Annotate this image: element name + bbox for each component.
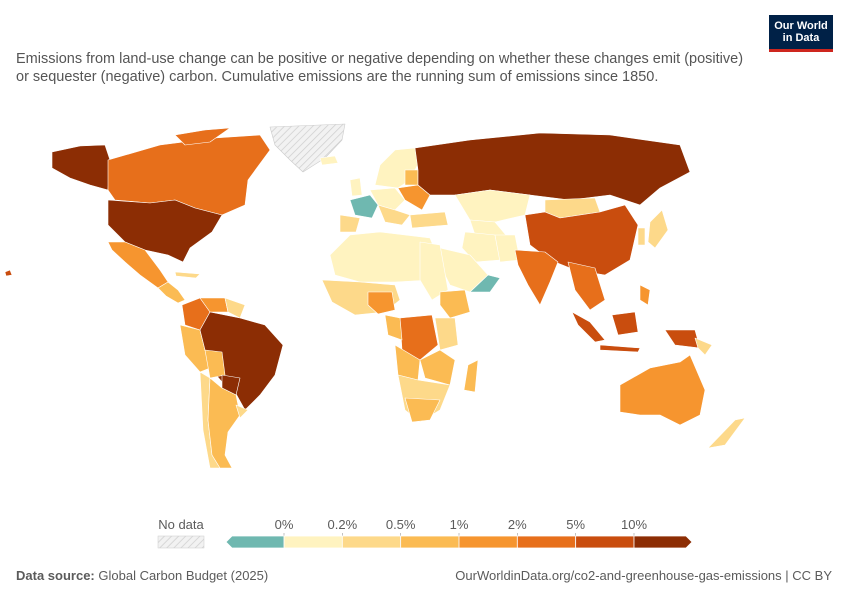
region-mainland-se-asia[interactable] (567, 261, 606, 311)
region-indonesia-sumatra[interactable] (571, 311, 606, 343)
region-india[interactable] (514, 249, 559, 306)
region-korea[interactable] (637, 227, 646, 246)
chart-subtitle: Emissions from land-use change can be po… (16, 51, 744, 85)
world-map (4, 123, 746, 469)
region-uk[interactable] (349, 177, 363, 197)
region-italy-balkans[interactable] (377, 204, 411, 226)
legend-swatch-2[interactable] (341, 535, 402, 549)
region-oman[interactable] (469, 274, 501, 293)
owid-logo[interactable]: Our World in Data (769, 15, 833, 52)
source-value[interactable]: Global Carbon Budget (2025) (98, 568, 269, 583)
legend-tick-label: 0% (275, 517, 294, 532)
legend-tick-label: 0.5% (386, 517, 416, 532)
source-label: Data source: (16, 568, 95, 583)
region-png-east[interactable] (694, 337, 713, 356)
legend-swatch-3[interactable] (400, 535, 460, 549)
footer-url[interactable]: OurWorldinData.org/co2-and-greenhouse-ga… (455, 568, 832, 583)
legend-no-data-label: No data (158, 517, 204, 532)
region-drc[interactable] (399, 314, 439, 361)
region-madagascar[interactable] (463, 359, 479, 393)
region-java[interactable] (599, 344, 641, 353)
region-new-zealand[interactable] (707, 417, 746, 449)
legend-tick-label: 5% (566, 517, 585, 532)
region-ethiopia[interactable] (439, 289, 471, 319)
legend-swatch-0[interactable] (225, 535, 285, 549)
region-borneo[interactable] (611, 311, 639, 336)
legend-bins: 0% 0.2% 0.5% 1% 2% 5% 10% (225, 517, 693, 549)
region-central-america[interactable] (157, 281, 186, 304)
region-hawaii[interactable] (4, 269, 13, 277)
region-japan[interactable] (647, 209, 669, 249)
region-argentina[interactable] (207, 377, 241, 469)
region-bolivia[interactable] (204, 349, 226, 379)
legend-tick-label: 2% (508, 517, 527, 532)
color-legend: No data 0% 0.2% 0.5% 1% 2% 5% 10% (157, 517, 693, 549)
legend-swatch-7[interactable] (633, 535, 693, 549)
region-zambia-mozambique[interactable] (419, 349, 456, 386)
legend-tick-label: 0.2% (328, 517, 358, 532)
region-iceland[interactable] (319, 155, 339, 166)
region-australia[interactable] (619, 354, 706, 426)
region-east-africa[interactable] (434, 317, 459, 351)
region-guianas[interactable] (224, 297, 246, 319)
region-baltics[interactable] (404, 169, 419, 186)
region-alaska[interactable] (51, 144, 111, 191)
region-iberia[interactable] (339, 214, 361, 233)
legend-tick-label: 1% (450, 517, 469, 532)
footer-source: Data source: Global Carbon Budget (2025) (16, 568, 268, 583)
legend-no-data-swatch (157, 535, 205, 549)
legend-tick-label: 10% (621, 517, 647, 532)
region-central-europe[interactable] (369, 187, 406, 211)
region-france[interactable] (349, 194, 379, 219)
region-canada-islands[interactable] (174, 127, 231, 146)
logo-line-1: Our World (774, 20, 828, 32)
region-iran[interactable] (461, 231, 501, 263)
region-philippines[interactable] (639, 284, 651, 306)
legend-swatch-1[interactable] (283, 535, 343, 549)
legend-swatch-6[interactable] (575, 535, 635, 549)
region-nigeria[interactable] (367, 291, 396, 315)
region-turkey[interactable] (409, 211, 449, 229)
region-canada[interactable] (107, 134, 271, 216)
logo-line-2: in Data (782, 32, 820, 44)
region-kazakhstan[interactable] (454, 189, 531, 223)
region-greenland[interactable] (269, 123, 346, 173)
region-eastern-europe[interactable] (397, 184, 431, 211)
region-russia[interactable] (414, 132, 691, 206)
region-new-guinea[interactable] (664, 329, 701, 349)
region-uruguay[interactable] (235, 404, 249, 419)
region-south-africa[interactable] (404, 397, 441, 423)
legend-swatch-4[interactable] (458, 535, 518, 549)
legend-swatch-5[interactable] (516, 535, 577, 549)
region-cuba[interactable] (174, 271, 201, 279)
region-central-africa-west[interactable] (384, 314, 403, 341)
